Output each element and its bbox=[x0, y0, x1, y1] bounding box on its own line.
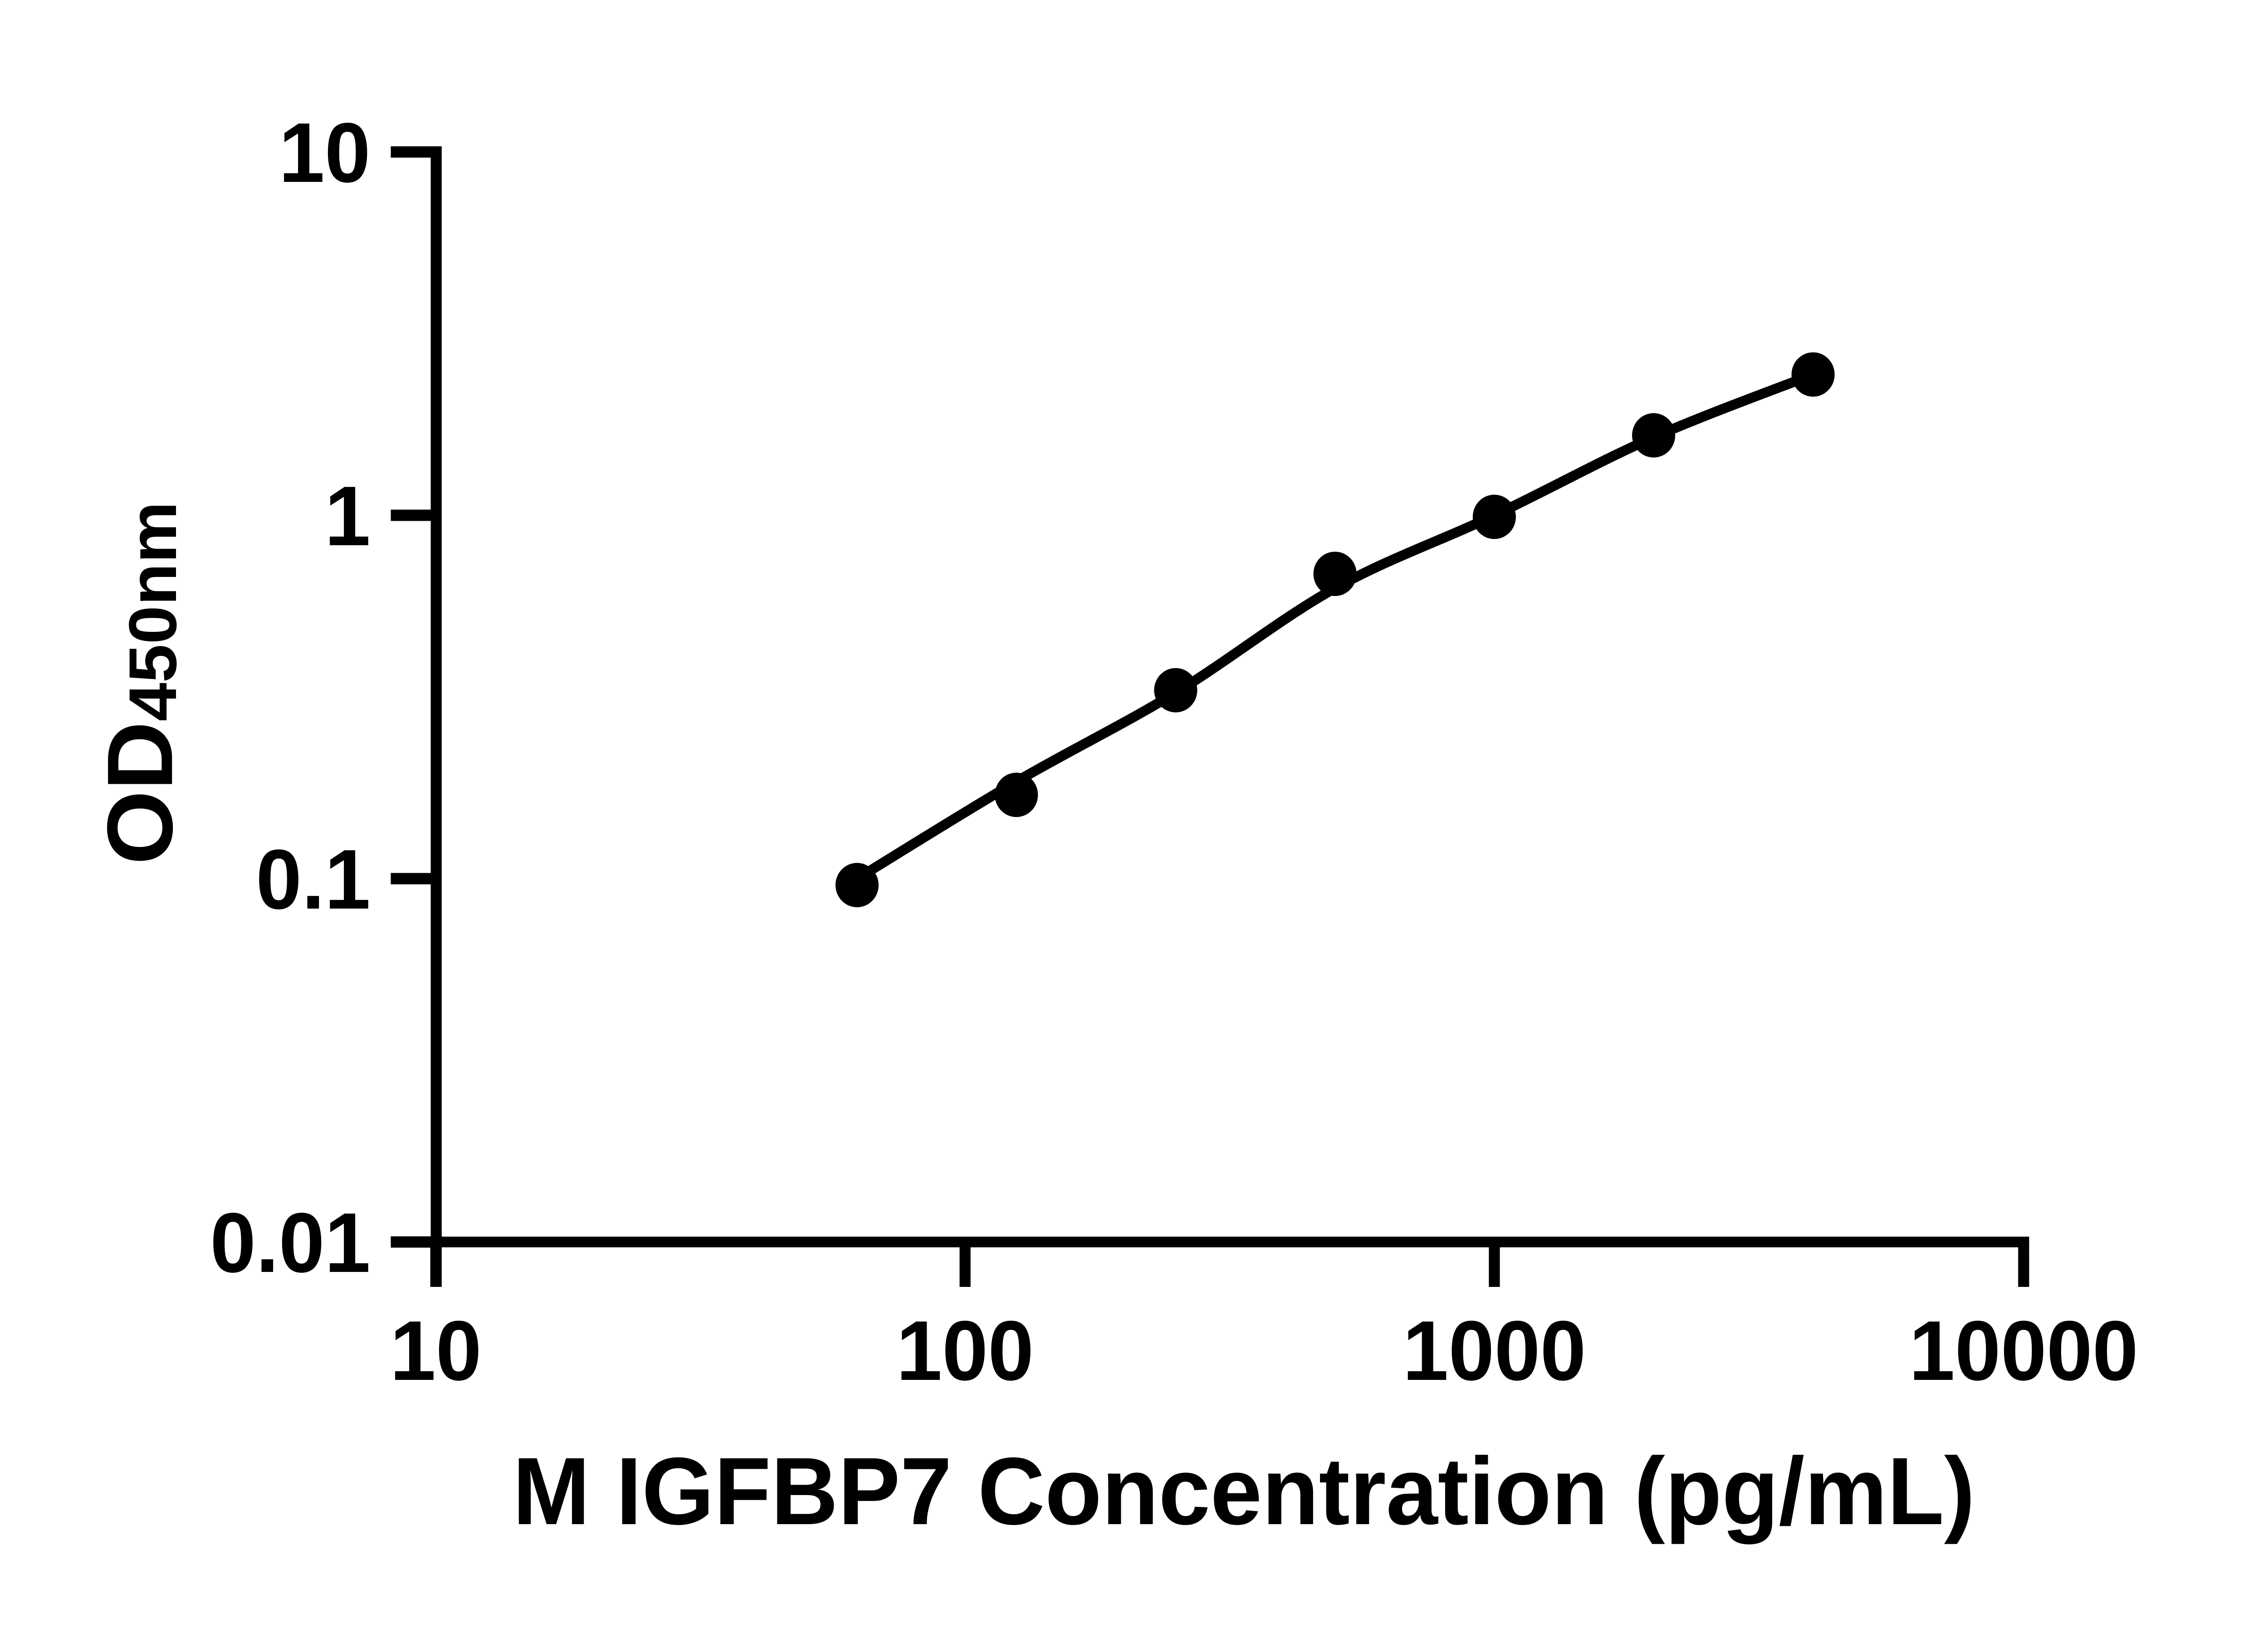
x-tick-label: 1000 bbox=[1403, 1304, 1586, 1398]
axis-ticks bbox=[391, 146, 2029, 1287]
data-point-marker bbox=[1791, 352, 1835, 397]
x-axis-title: M IGFBP7 Concentration (pg/mL) bbox=[513, 1438, 1975, 1545]
y-tick-label: 1 bbox=[325, 469, 371, 564]
y-tick-label: 0.1 bbox=[256, 832, 371, 927]
x-tick-label: 10000 bbox=[1909, 1304, 2138, 1398]
data-point-marker bbox=[1472, 494, 1516, 539]
y-tick-label: 0.01 bbox=[210, 1196, 371, 1291]
plot-area bbox=[835, 352, 1835, 908]
data-point-marker bbox=[1632, 413, 1676, 458]
y-tick-label: 10 bbox=[279, 106, 371, 200]
axes bbox=[430, 146, 2029, 1287]
y-axis-title-subscript: 450nm bbox=[115, 501, 191, 721]
x-tick-label: 10 bbox=[390, 1304, 482, 1398]
data-point-marker bbox=[1154, 668, 1198, 713]
data-point-marker bbox=[995, 772, 1038, 817]
data-point-marker bbox=[1313, 552, 1357, 596]
y-axis-title-main: OD bbox=[88, 721, 192, 865]
x-tick-label: 100 bbox=[896, 1304, 1034, 1398]
data-point-marker bbox=[835, 863, 879, 908]
y-axis-title: OD450nm bbox=[88, 501, 192, 865]
